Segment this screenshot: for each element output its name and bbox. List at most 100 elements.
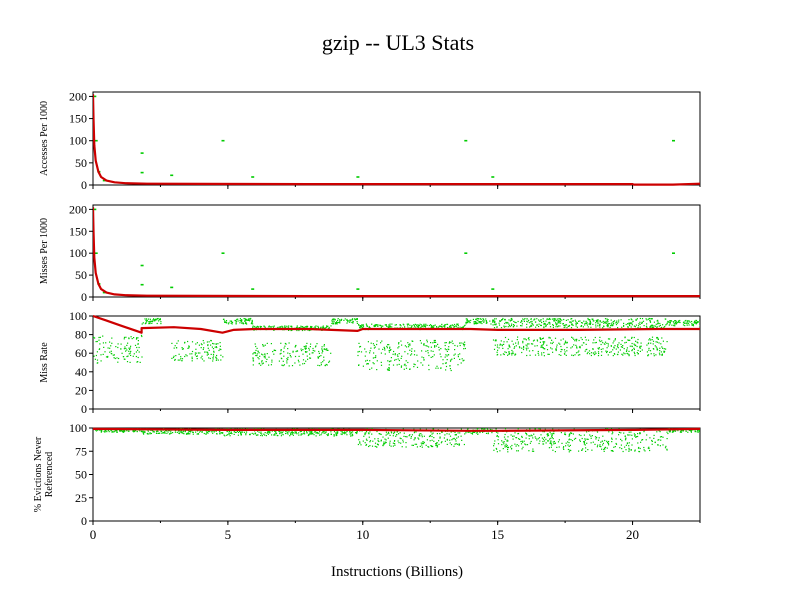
interval-point [359,430,361,432]
interval-point [231,321,233,323]
interval-point [509,320,511,322]
interval-point [220,432,223,434]
interval-point [374,324,376,326]
interval-point [398,353,400,355]
interval-point [413,439,415,441]
interval-point [584,322,586,325]
interval-point [656,327,658,329]
interval-point [518,438,520,440]
interval-point [247,319,249,321]
interval-point [538,320,541,322]
interval-point [552,438,554,440]
interval-point [589,321,591,323]
interval-point [432,432,434,434]
interval-point [429,440,431,442]
interval-point [430,324,432,326]
interval-point [451,439,453,441]
interval-point [647,447,649,449]
interval-point [567,441,569,443]
interval-point [103,430,105,433]
y-tick-label: 0 [81,290,87,304]
interval-point [417,326,419,328]
interval-point [465,323,467,325]
interval-point [315,435,317,437]
interval-point [438,440,440,442]
interval-point [467,431,469,433]
interval-point [139,361,141,363]
interval-point [555,326,557,328]
interval-point [422,441,424,443]
interval-point [432,428,435,430]
interval-point [264,344,266,346]
interval-point [223,434,225,436]
interval-point [511,319,513,321]
interval-point [215,346,217,348]
interval-point [599,340,601,343]
interval-point [549,337,551,339]
interval-point [657,439,659,441]
interval-point [571,432,573,434]
interval-point [409,434,411,436]
interval-point [660,326,662,329]
interval-point [306,327,308,329]
interval-point [511,317,513,320]
interval-point [96,351,98,353]
interval-point [637,325,640,327]
interval-point [453,445,455,447]
interval-point [481,322,483,325]
interval-point [491,288,495,290]
interval-point [227,323,230,325]
interval-point [384,347,386,350]
interval-point [669,323,671,325]
interval-point [553,431,555,433]
interval-point [265,361,267,363]
interval-point [672,431,674,433]
interval-point [637,433,639,435]
overall-line [93,315,700,334]
interval-point [201,344,203,346]
interval-point [411,324,413,327]
interval-point [462,360,464,362]
interval-point [692,325,695,327]
interval-point [312,352,314,354]
interval-point [553,440,555,443]
interval-point [668,321,670,323]
interval-point [320,362,322,364]
interval-point [506,439,508,441]
interval-point [145,320,147,322]
interval-point [349,431,351,433]
interval-point [597,439,600,441]
interval-point [629,345,631,347]
interval-point [280,350,282,352]
interval-point [612,324,614,327]
interval-point [235,322,237,324]
interval-point [402,439,404,441]
interval-point [570,318,572,320]
interval-point [516,437,518,439]
interval-point [571,318,573,320]
interval-point [665,324,667,326]
interval-point [146,318,148,320]
interval-point [367,363,369,365]
interval-point [261,360,263,362]
interval-point [582,448,584,450]
interval-point [607,324,609,327]
interval-point [461,358,463,360]
interval-point [525,437,527,439]
interval-point [317,356,319,358]
interval-point [358,324,360,326]
interval-point [431,435,433,438]
interval-point [478,321,480,323]
interval-point [607,345,609,347]
interval-point [564,342,566,344]
interval-point [331,322,333,324]
interval-point [251,176,255,178]
interval-point [203,360,205,362]
interval-point [629,323,631,325]
interval-point [636,341,638,343]
interval-point [612,342,614,344]
interval-point [318,355,321,357]
interval-point [551,339,553,341]
overall-line [93,207,700,298]
interval-point [287,348,289,350]
